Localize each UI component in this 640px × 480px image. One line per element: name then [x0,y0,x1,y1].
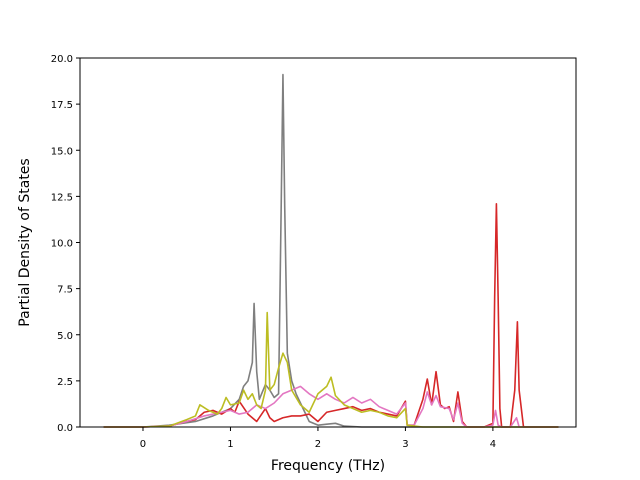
y-axis-label: Partial Density of States [17,158,33,326]
y-tick-label: 5.0 [57,331,73,342]
y-tick-label: 20.0 [51,54,73,65]
series-layer [103,73,559,428]
y-tick-label: 10.0 [51,239,73,250]
x-tick-label: 3 [402,439,408,450]
series-line-3 [103,385,559,428]
y-axis: 0.0 2.5 5.0 7.5 10.0 12.5 15.0 17.5 20.0 [51,54,80,434]
series-line-2 [103,202,559,428]
x-tick-label: 4 [490,439,496,450]
series-line-1 [103,73,559,428]
x-tick-label: 0 [140,439,146,450]
x-axis-label: Frequency (THz) [271,458,385,474]
y-tick-label: 15.0 [51,146,73,157]
y-tick-label: 0.0 [57,423,73,434]
y-tick-label: 12.5 [51,192,73,203]
x-axis: 0 1 2 3 4 [140,427,496,450]
x-tick-label: 2 [315,439,321,450]
series-line-4 [103,311,559,428]
y-tick-label: 2.5 [57,377,73,388]
x-tick-label: 1 [227,439,233,450]
y-tick-label: 17.5 [51,100,73,111]
y-tick-label: 7.5 [57,285,73,296]
